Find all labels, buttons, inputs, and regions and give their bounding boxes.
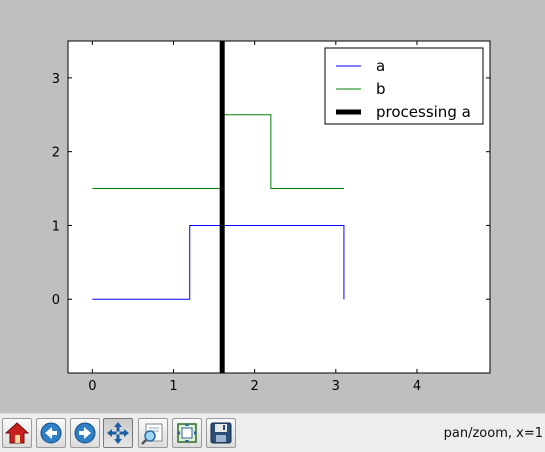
x-tick-label: 1 <box>169 379 177 394</box>
legend-label: processing a <box>376 103 471 121</box>
series-line-b <box>92 114 344 190</box>
save-button[interactable] <box>206 418 236 448</box>
back-button[interactable] <box>36 418 66 448</box>
x-tick-label: 3 <box>332 379 340 394</box>
pan-button[interactable] <box>103 418 133 448</box>
y-tick-label: 2 <box>52 146 60 161</box>
chart[interactable]: 0 1 2 3 4 0 1 2 3 ab processing a <box>0 0 545 413</box>
status-text: pan/zoom, x=1 <box>443 426 543 441</box>
x-tick-label: 2 <box>251 379 259 394</box>
home-button[interactable] <box>2 418 32 448</box>
home-icon <box>5 422 29 444</box>
zoom-rect-icon <box>141 423 163 445</box>
zoom-button[interactable] <box>138 418 168 448</box>
series-line-a <box>92 224 345 300</box>
y-tick-label: 1 <box>52 219 60 234</box>
navigation-toolbar: pan/zoom, x=1 <box>0 413 545 452</box>
subplots-icon <box>177 423 197 443</box>
back-arrow-icon <box>40 422 62 444</box>
subplots-button[interactable] <box>172 418 202 448</box>
x-tick-label: 0 <box>88 379 96 394</box>
legend-label: b <box>376 80 386 98</box>
legend-label: a <box>376 57 385 75</box>
save-icon <box>210 422 232 444</box>
axes-frame <box>67 40 491 374</box>
y-tick-label: 0 <box>52 293 60 308</box>
x-tick-label: 4 <box>413 379 421 394</box>
forward-button[interactable] <box>70 418 100 448</box>
forward-arrow-icon <box>74 422 96 444</box>
y-tick-label: 3 <box>52 72 60 87</box>
legend: ab processing a <box>324 47 484 125</box>
figure-canvas[interactable]: 0 1 2 3 4 0 1 2 3 a b processing a <box>0 0 545 413</box>
pan-arrows-icon <box>107 422 129 444</box>
